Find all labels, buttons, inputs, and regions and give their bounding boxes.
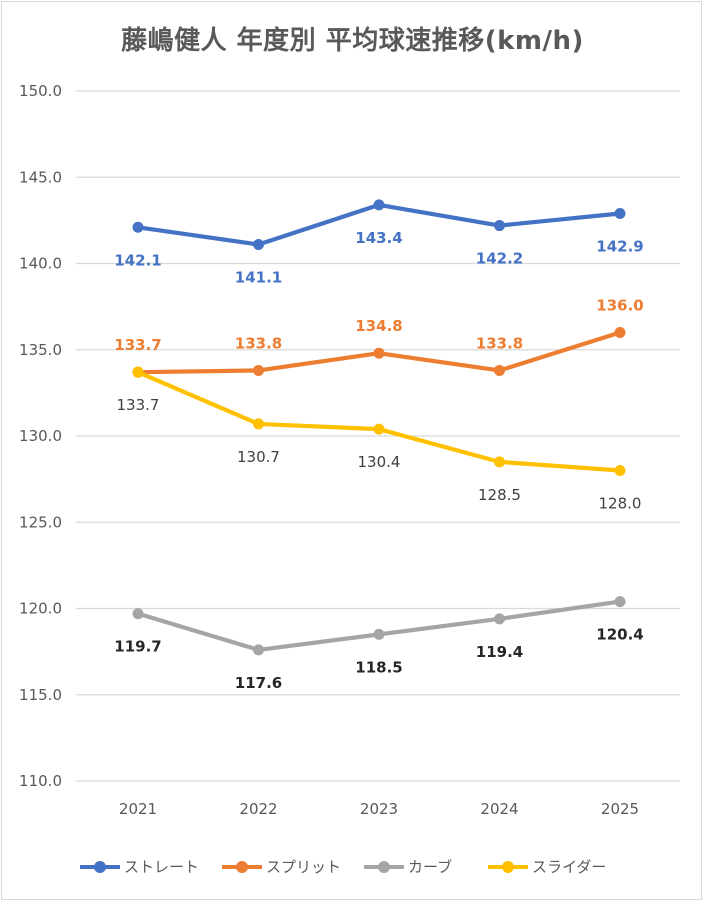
data-label: 134.8 (355, 317, 402, 335)
data-label: 130.4 (358, 453, 401, 471)
x-tick-label: 2022 (239, 800, 277, 818)
data-point (253, 644, 264, 656)
y-tick-label: 110.0 (19, 772, 62, 790)
data-point (132, 608, 144, 620)
data-point (373, 423, 385, 435)
legend-item-2: カーブ (364, 856, 452, 877)
data-label: 133.7 (117, 396, 160, 414)
y-tick-label: 145.0 (19, 168, 62, 186)
data-labels: 142.1 141.1 143.4 142.2 142.9 133.7 133.8 134.8… (114, 229, 643, 692)
data-point (494, 613, 505, 625)
data-label: 119.4 (476, 643, 523, 661)
x-axis-ticks: 2021 2022 2023 2024 2025 (119, 800, 639, 818)
data-label: 120.4 (596, 626, 643, 644)
data-label: 142.2 (476, 250, 523, 268)
data-point (373, 347, 385, 359)
y-tick-label: 135.0 (19, 341, 62, 359)
data-label: 128.5 (478, 486, 521, 504)
x-tick-label: 2025 (601, 800, 639, 818)
data-label: 142.1 (114, 251, 161, 269)
legend-swatch (364, 860, 404, 874)
y-axis-ticks: 110.0 115.0 120.0 125.0 130.0 135.0 140.0 145.0… (19, 82, 62, 790)
data-label: 141.1 (235, 269, 282, 287)
data-point (614, 596, 626, 608)
legend-label: カーブ (408, 858, 453, 876)
x-tick-label: 2021 (119, 800, 157, 818)
legend-label: スプリット (266, 858, 342, 876)
legend-swatch (222, 860, 262, 874)
legend: ストレート スプリット カーブ スライダー (0, 856, 705, 880)
data-point (494, 364, 505, 376)
legend-swatch (80, 860, 120, 874)
data-point (614, 465, 626, 476)
data-point (253, 418, 264, 430)
legend-item-1: スプリット (222, 856, 341, 877)
data-point (253, 239, 264, 251)
series-0 (132, 199, 626, 251)
y-tick-label: 125.0 (19, 513, 62, 531)
legend-swatch (488, 860, 528, 874)
x-tick-label: 2024 (480, 800, 518, 818)
legend-label: スライダー (532, 858, 607, 876)
data-label: 143.4 (355, 229, 402, 247)
data-point (373, 199, 385, 211)
data-label: 136.0 (596, 297, 643, 315)
data-label: 118.5 (355, 658, 402, 676)
data-point (253, 364, 264, 376)
data-label: 117.6 (235, 674, 282, 692)
gridlines (76, 90, 680, 782)
data-label: 130.7 (237, 448, 280, 466)
data-point (132, 366, 144, 378)
series-2 (132, 596, 626, 656)
data-point (132, 221, 144, 233)
y-tick-label: 150.0 (19, 82, 62, 100)
y-tick-label: 140.0 (19, 255, 62, 273)
y-tick-label: 120.0 (19, 600, 62, 618)
chart-title: 藤嶋健人 年度別 平均球速推移(km/h) (121, 26, 584, 56)
data-point (373, 628, 385, 640)
legend-item-3: スライダー (488, 856, 606, 877)
series-layer (132, 199, 626, 656)
data-label: 133.8 (235, 334, 282, 352)
x-tick-label: 2023 (360, 800, 398, 818)
data-point (494, 220, 505, 232)
legend-item-0: ストレート (80, 856, 199, 877)
y-tick-label: 115.0 (19, 686, 62, 704)
data-label: 133.8 (476, 334, 523, 352)
data-label: 128.0 (599, 495, 642, 513)
series-3 (132, 366, 626, 476)
legend-label: ストレート (124, 858, 200, 876)
data-point (614, 207, 626, 219)
data-label: 142.9 (596, 237, 643, 255)
y-tick-label: 130.0 (19, 427, 62, 445)
data-point (614, 327, 626, 338)
data-label: 133.7 (114, 336, 161, 354)
data-label: 119.7 (114, 638, 161, 656)
data-point (494, 456, 505, 468)
